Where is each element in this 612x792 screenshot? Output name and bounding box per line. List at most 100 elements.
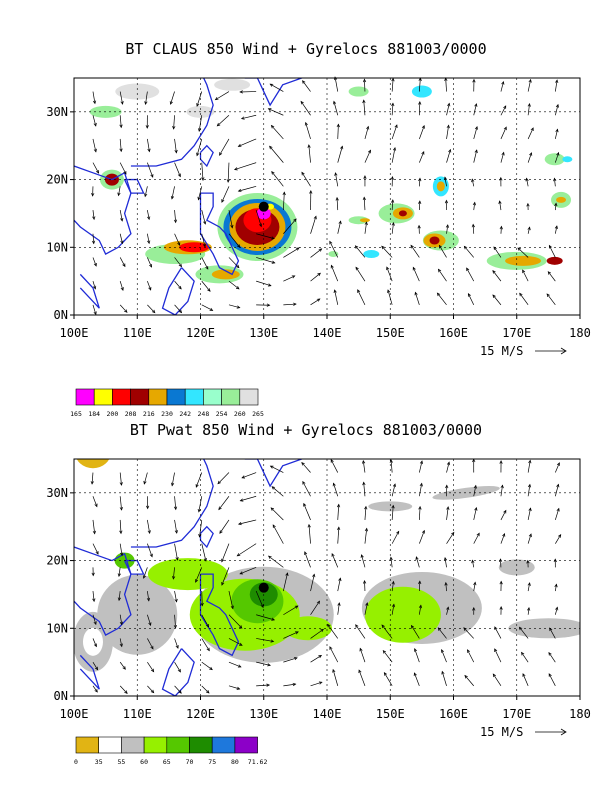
wind-arrow-head: [145, 505, 150, 510]
wind-arrow: [467, 649, 475, 663]
wind-arrow-head: [438, 244, 443, 249]
wind-arrow: [473, 149, 478, 163]
pwat-wind-map: 100E 110E 120E 130E 140E 150E 160E 170E 180 0N 10N…: [46, 458, 591, 766]
wind-arrow-head: [119, 530, 123, 535]
wind-arrow: [527, 79, 531, 92]
wind-arrow-head: [195, 579, 199, 583]
wind-arrow: [228, 304, 240, 309]
wind-arrow: [147, 590, 150, 601]
wind-arrow-head: [555, 79, 559, 84]
wind-arrow: [218, 496, 230, 510]
wind-arrow: [554, 104, 559, 116]
wind-arrow-head: [307, 523, 311, 528]
wind-arrow: [228, 233, 241, 248]
wind-vectors: [91, 76, 560, 316]
wind-arrow: [337, 146, 343, 163]
reference-vector-label: 15 M/S: [480, 344, 523, 358]
x-tick-label: 140E: [313, 326, 342, 340]
wind-arrow-head: [292, 682, 297, 687]
coastline: [79, 273, 100, 309]
wind-arrow: [330, 265, 339, 282]
wind-arrow-head: [447, 102, 451, 107]
field-patch: [364, 586, 441, 643]
wind-arrow-head: [492, 673, 496, 678]
wind-arrow: [173, 567, 175, 580]
wind-arrow: [255, 209, 262, 227]
wind-arrow: [355, 624, 366, 639]
wind-arrow-head: [303, 502, 307, 507]
wind-arrow: [170, 91, 175, 105]
wind-arrow-head: [239, 571, 244, 575]
wind-arrow-head: [357, 289, 361, 293]
wind-arrow: [240, 495, 257, 502]
wind-arrow-head: [124, 690, 128, 694]
wind-arrow: [92, 304, 97, 315]
wind-arrow-head: [549, 627, 553, 632]
wind-arrow: [119, 304, 128, 313]
wind-arrow-head: [446, 506, 450, 510]
wind-arrow: [174, 233, 181, 246]
wind-arrow: [472, 560, 475, 568]
wind-arrow-head: [122, 666, 126, 670]
colorbar-label: 248: [198, 410, 210, 418]
wind-arrow-head: [92, 100, 97, 105]
wind-arrow: [145, 91, 148, 105]
wind-arrow: [302, 481, 311, 497]
wind-arrow: [198, 115, 203, 132]
y-tick-label: 20N: [46, 173, 68, 187]
wind-arrow-head: [362, 459, 366, 464]
wind-arrow-head: [381, 245, 385, 250]
wind-arrow: [219, 138, 230, 156]
wind-arrow-head: [94, 688, 98, 693]
wind-arrow-head: [119, 621, 123, 626]
wind-arrow-head: [555, 128, 559, 133]
wind-arrow-head: [221, 558, 225, 563]
wind-arrow: [147, 162, 154, 178]
wind-arrow: [391, 147, 396, 163]
colorbar-swatch: [93, 388, 113, 406]
coastline: [199, 573, 240, 657]
wind-arrow-head: [151, 309, 156, 314]
field-patch: [398, 210, 407, 217]
wind-arrow: [418, 78, 421, 92]
wind-arrow: [174, 519, 178, 534]
wind-arrow: [472, 224, 475, 234]
wind-arrow: [526, 178, 529, 187]
wind-arrow: [283, 275, 295, 282]
wind-arrow: [271, 171, 284, 187]
wind-arrow-head: [340, 145, 344, 150]
wind-arrow-head: [546, 293, 550, 297]
wind-arrow: [92, 281, 96, 289]
wind-arrow-head: [418, 177, 422, 182]
wind-arrow: [302, 80, 311, 92]
wind-arrow: [446, 224, 449, 234]
wind-arrow-head: [500, 484, 504, 489]
x-tick-label: 130E: [249, 326, 278, 340]
wind-arrow-head: [93, 285, 97, 290]
wind-arrow-head: [528, 78, 532, 83]
wind-arrow: [119, 138, 122, 152]
colorbar-label: 216: [143, 410, 155, 418]
wind-arrow-head: [174, 149, 178, 154]
wind-arrow: [270, 465, 284, 473]
wind-arrow: [364, 79, 366, 92]
wind-arrow: [333, 483, 339, 497]
wind-arrow-head: [207, 288, 211, 292]
wind-arrow-head: [313, 215, 317, 220]
wind-arrow-head: [445, 484, 449, 489]
wind-arrow: [391, 604, 395, 615]
wind-arrow-head: [241, 475, 246, 479]
wind-arrow: [415, 292, 420, 305]
wind-arrow: [554, 203, 557, 211]
wind-arrow-head: [419, 460, 424, 465]
wind-arrow-head: [467, 292, 471, 297]
wind-arrow-head: [307, 144, 311, 148]
colorbar-label: 70: [186, 758, 194, 766]
wind-arrow: [92, 519, 96, 534]
wind-arrow-head: [146, 597, 151, 602]
colorbar-swatch: [166, 736, 190, 754]
wind-arrow-head: [419, 482, 423, 487]
wind-arrow-head: [318, 248, 323, 252]
wind-arrow: [419, 460, 423, 473]
wind-arrow-head: [302, 80, 306, 84]
